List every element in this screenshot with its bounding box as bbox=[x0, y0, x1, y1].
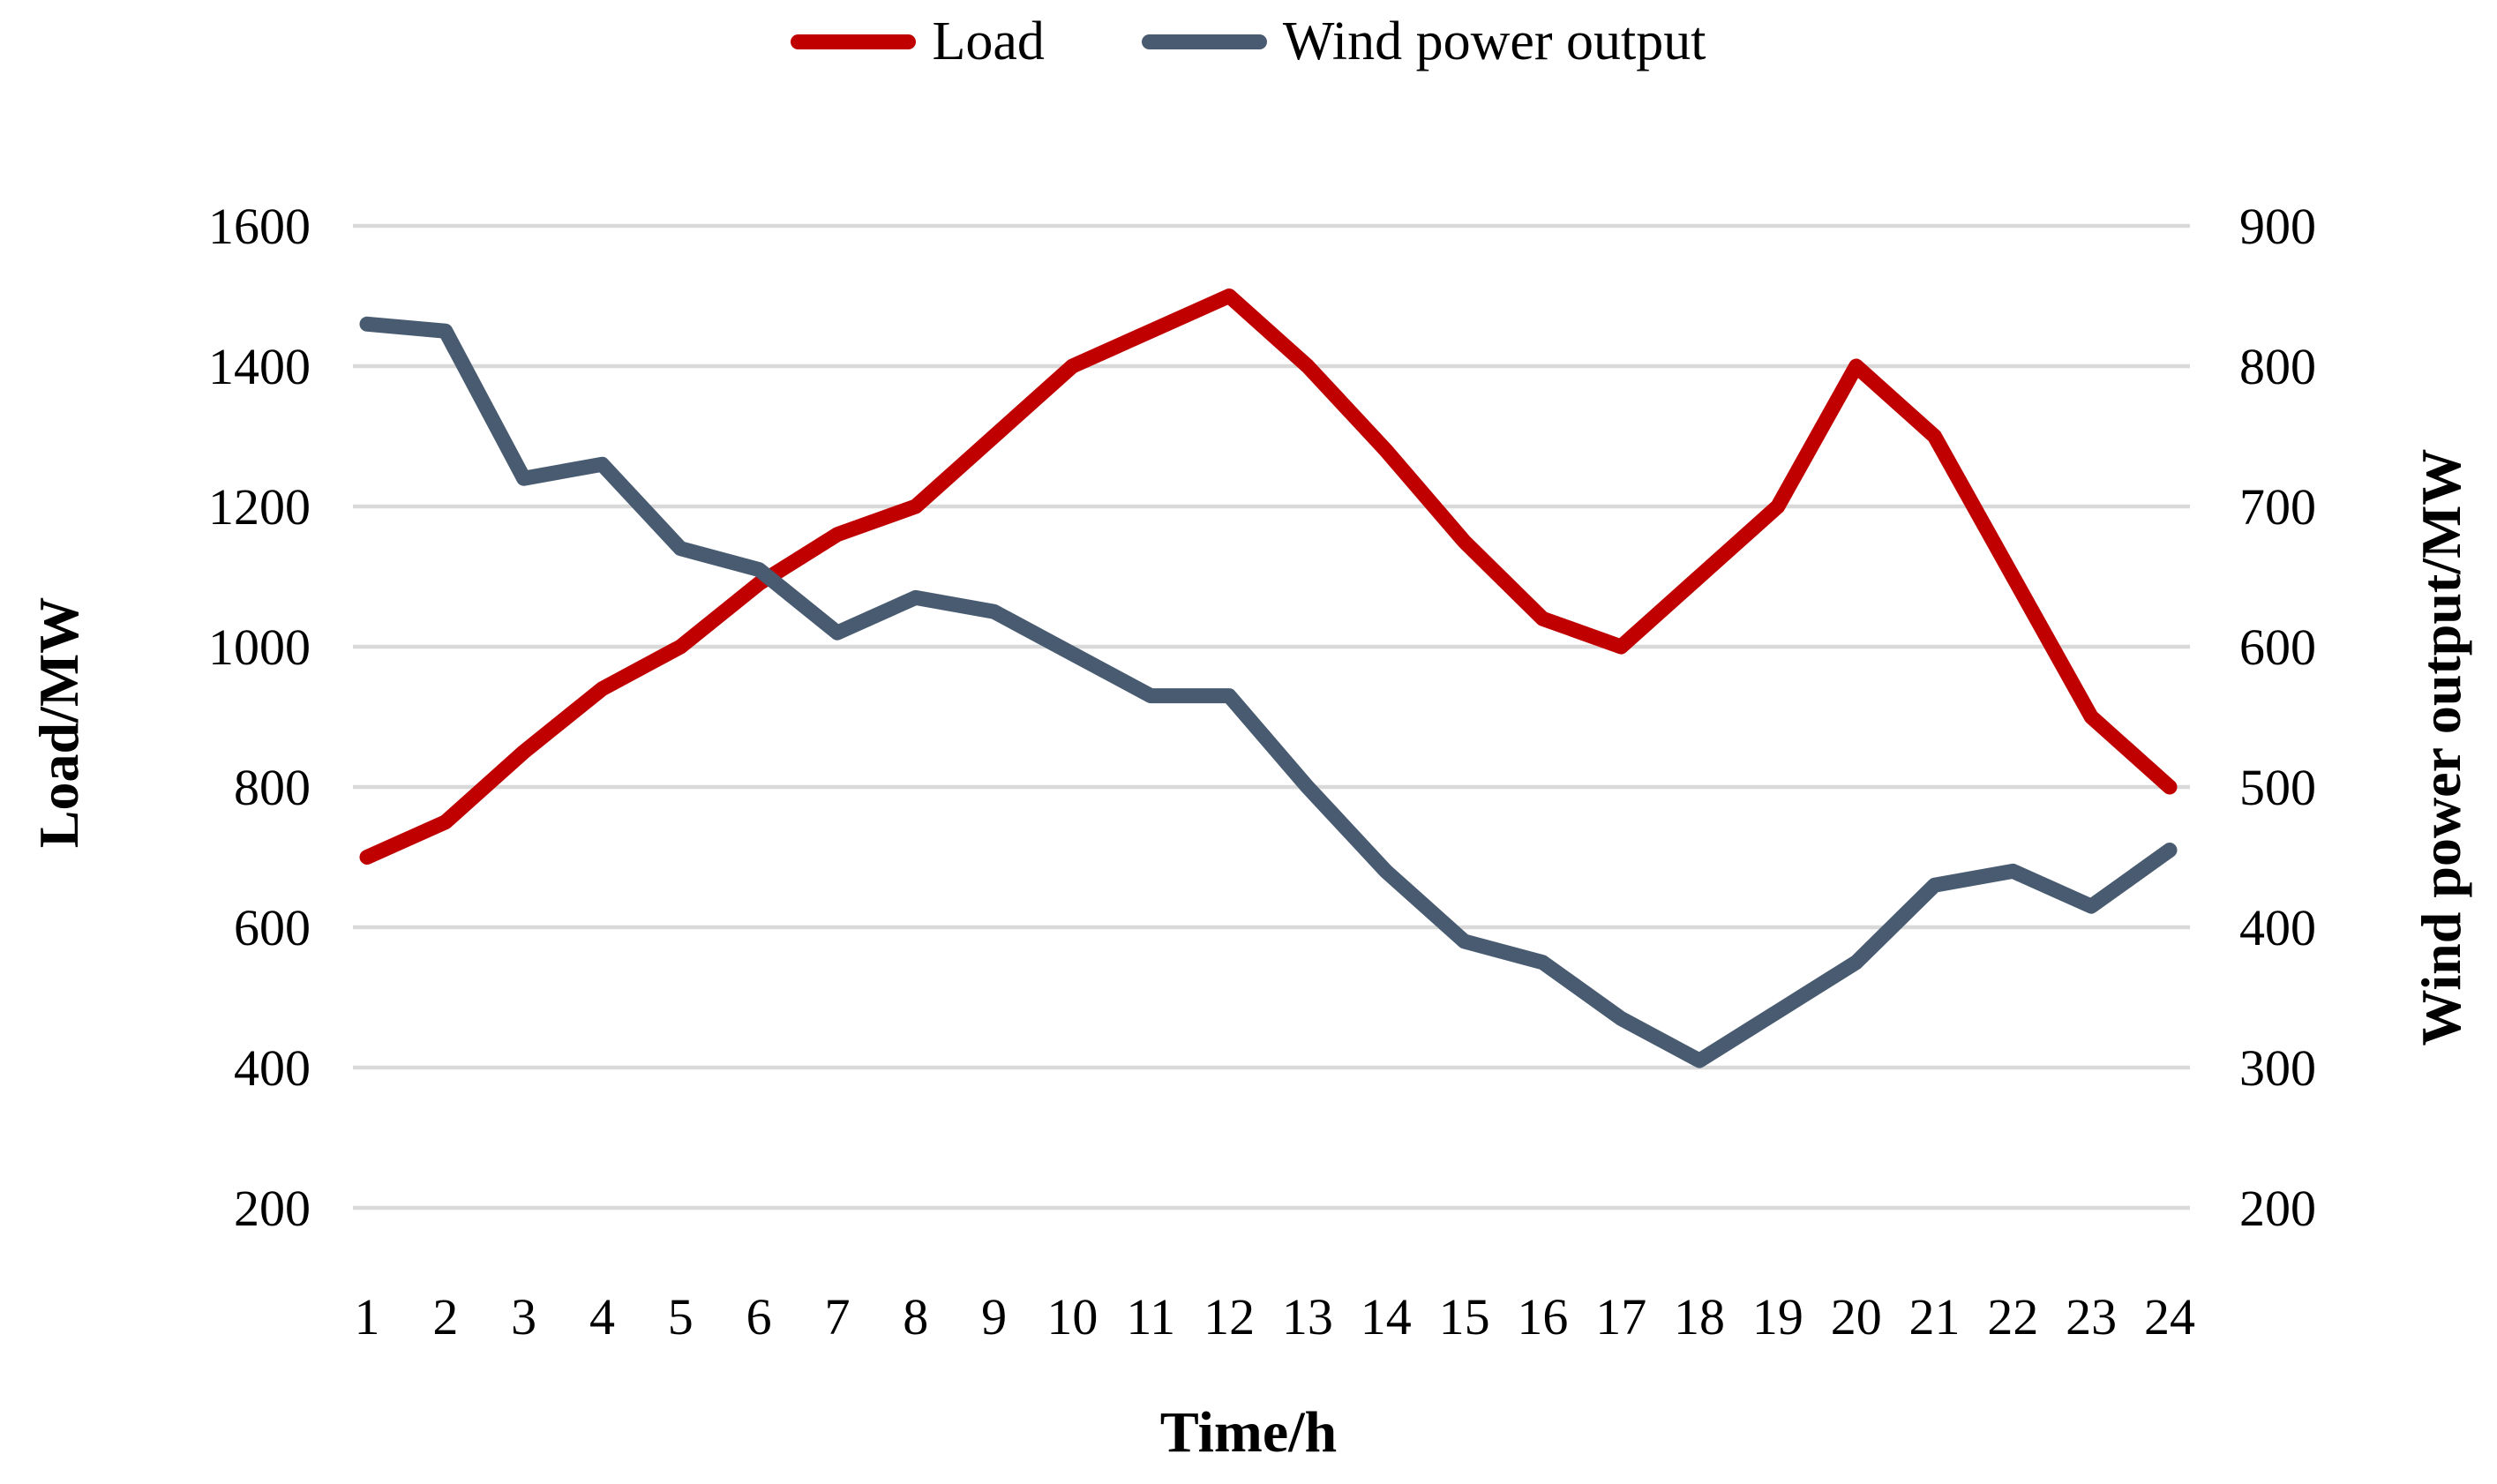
right-axis-tick-label: 700 bbox=[2239, 478, 2316, 536]
left-axis-tick-label: 1400 bbox=[208, 338, 311, 395]
legend-item-load: Load bbox=[791, 11, 1045, 71]
x-axis-tick-label: 24 bbox=[2144, 1288, 2195, 1345]
x-axis-tick-label: 8 bbox=[903, 1288, 928, 1345]
legend-label-load: Load bbox=[932, 11, 1045, 71]
x-axis-tick-label: 22 bbox=[1987, 1288, 2038, 1345]
right-axis-tick-label: 600 bbox=[2239, 618, 2316, 676]
right-axis-tick-label: 900 bbox=[2239, 198, 2316, 255]
x-axis-tick-label: 3 bbox=[511, 1288, 536, 1345]
x-axis-tick-label: 6 bbox=[746, 1288, 772, 1345]
left-axis-tick-label: 1600 bbox=[208, 198, 311, 255]
x-axis-tick-label: 16 bbox=[1517, 1288, 1568, 1345]
legend-item-wind: Wind power output bbox=[1141, 11, 1706, 71]
x-axis-tick-label: 19 bbox=[1752, 1288, 1803, 1345]
x-axis-tick-label: 23 bbox=[2066, 1288, 2117, 1345]
x-axis-tick-label: 5 bbox=[668, 1288, 694, 1345]
wind-line-swatch-icon bbox=[1141, 34, 1267, 49]
x-axis-title: Time/h bbox=[1159, 1400, 1338, 1465]
load-series-line bbox=[359, 289, 2178, 865]
left-axis-tick-label: 1200 bbox=[208, 478, 311, 536]
x-axis-tick-label: 4 bbox=[589, 1288, 615, 1345]
x-axis-tick-label: 12 bbox=[1204, 1288, 1255, 1345]
load-line-swatch-icon bbox=[791, 34, 917, 49]
left-axis-tick-label: 800 bbox=[234, 759, 311, 816]
x-axis-tick-label: 15 bbox=[1439, 1288, 1490, 1345]
right-axis-tick-label: 500 bbox=[2239, 759, 2316, 816]
x-axis-tick-label: 14 bbox=[1361, 1288, 1412, 1345]
x-axis-tick-label: 1 bbox=[355, 1288, 380, 1345]
left-axis-tick-label: 1000 bbox=[208, 618, 311, 676]
right-axis-tick-label: 200 bbox=[2239, 1180, 2316, 1237]
x-axis-tick-label: 9 bbox=[981, 1288, 1007, 1345]
right-axis-tick-label: 800 bbox=[2239, 338, 2316, 395]
left-axis-tick-label: 200 bbox=[234, 1180, 311, 1237]
right-axis-tick-label: 300 bbox=[2239, 1039, 2316, 1097]
legend: Load Wind power output bbox=[0, 14, 2497, 69]
legend-label-wind: Wind power output bbox=[1282, 11, 1706, 71]
left-axis-tick-label: 600 bbox=[234, 899, 311, 956]
x-axis-tick-label: 20 bbox=[1831, 1288, 1882, 1345]
left-axis-tick-label: 400 bbox=[234, 1039, 311, 1097]
x-axis-tick-label: 17 bbox=[1595, 1288, 1646, 1345]
x-axis-tick-label: 2 bbox=[432, 1288, 458, 1345]
right-axis-tick-label: 400 bbox=[2239, 899, 2316, 956]
x-axis-tick-label: 11 bbox=[1126, 1288, 1175, 1345]
x-axis-tick-label: 13 bbox=[1282, 1288, 1333, 1345]
x-axis-tick-label: 18 bbox=[1674, 1288, 1725, 1345]
x-axis-tick-label: 21 bbox=[1909, 1288, 1961, 1345]
x-axis-tick-label: 10 bbox=[1046, 1288, 1098, 1345]
x-axis-tick-label: 7 bbox=[824, 1288, 850, 1345]
wind-series-line bbox=[359, 316, 2178, 1068]
